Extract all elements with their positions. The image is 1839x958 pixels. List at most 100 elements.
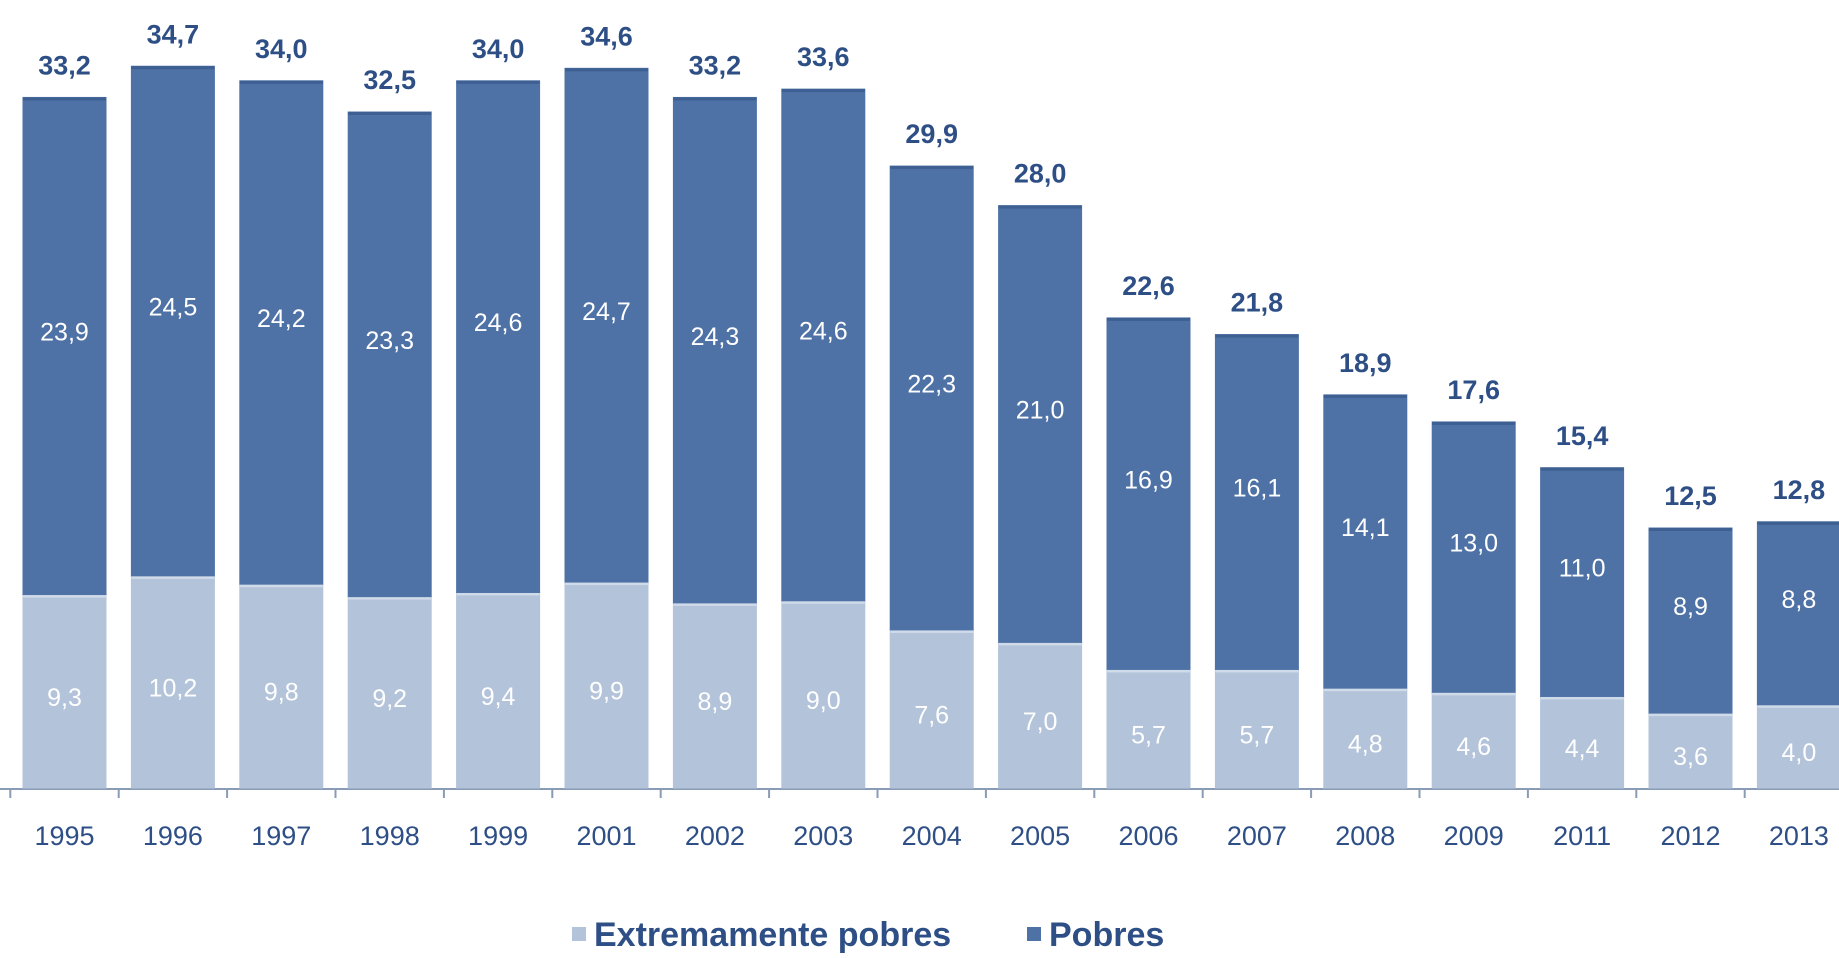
bar-segment — [564, 67, 649, 583]
value-label: 14,1 — [1341, 514, 1390, 542]
value-label: 9,9 — [589, 678, 624, 706]
bar-top — [1107, 669, 1190, 673]
bar-segment — [1106, 668, 1191, 789]
value-label: 11,0 — [1559, 555, 1606, 583]
bar-top — [239, 584, 323, 588]
bar-top — [239, 80, 323, 84]
total-label: 15,4 — [1556, 421, 1609, 451]
value-label: 24,3 — [691, 323, 740, 351]
x-tick-label: 2009 — [1444, 821, 1504, 851]
bar-top — [1540, 467, 1624, 471]
legend-label: Extremamente pobres — [594, 916, 951, 954]
legend-label: Pobres — [1049, 916, 1164, 954]
bar-top — [1757, 521, 1839, 525]
value-label: 9,0 — [806, 687, 841, 715]
value-label: 4,4 — [1565, 735, 1600, 763]
bar-top — [1757, 704, 1839, 708]
value-label: 9,8 — [264, 679, 299, 707]
value-label: 8,9 — [1673, 593, 1708, 621]
bar-top — [456, 592, 540, 596]
x-tick-label: 2002 — [685, 821, 745, 851]
value-label: 16,1 — [1233, 475, 1282, 503]
x-tick-label: 1997 — [251, 821, 311, 851]
bar-segment — [347, 111, 432, 598]
total-label: 33,2 — [689, 51, 742, 81]
x-tick-label: 2013 — [1769, 821, 1829, 851]
bar-top — [1540, 696, 1624, 700]
value-label: 9,2 — [372, 685, 407, 713]
value-label: 8,8 — [1782, 586, 1817, 614]
bar-top — [131, 575, 215, 579]
bar-top — [456, 80, 540, 84]
x-tick-label: 2003 — [793, 821, 853, 851]
bar-top — [781, 600, 865, 604]
value-label: 3,6 — [1673, 743, 1708, 771]
bar-top — [1432, 692, 1516, 696]
bar-top — [890, 629, 974, 633]
x-tick-label: 2001 — [576, 821, 636, 851]
bar-segment — [672, 96, 757, 604]
value-label: 7,6 — [914, 702, 949, 730]
bar-segment — [564, 581, 649, 789]
value-label: 13,0 — [1449, 530, 1498, 558]
value-label: 24,6 — [799, 318, 848, 346]
total-label: 29,9 — [905, 119, 958, 149]
x-tick-label: 2007 — [1227, 821, 1287, 851]
bar-segment — [1106, 317, 1191, 670]
total-label: 12,5 — [1664, 481, 1717, 511]
value-label: 4,8 — [1348, 731, 1383, 759]
bar-top — [1649, 713, 1732, 717]
value-label: 4,0 — [1782, 739, 1817, 767]
bar-segment — [998, 205, 1083, 643]
total-label: 34,6 — [580, 21, 633, 51]
value-label: 24,7 — [582, 298, 631, 326]
value-label: 7,0 — [1023, 708, 1058, 736]
bar-segment — [22, 96, 107, 596]
bar-segment — [1323, 687, 1408, 789]
bar-top — [673, 602, 757, 606]
total-label: 17,6 — [1447, 375, 1500, 405]
value-label: 9,3 — [47, 684, 82, 712]
bar-top — [1323, 394, 1407, 398]
bar-segment — [239, 583, 324, 789]
total-label: 22,6 — [1122, 271, 1175, 301]
bar-segment — [347, 596, 432, 789]
bar-top — [23, 594, 106, 598]
total-label: 34,0 — [255, 34, 308, 64]
bar-top — [1323, 688, 1407, 692]
total-label: 34,7 — [147, 19, 200, 49]
value-label: 23,3 — [365, 327, 414, 355]
bar-segment — [1431, 691, 1516, 789]
total-label: 33,2 — [38, 51, 91, 81]
bar-segment — [781, 600, 866, 789]
value-label: 16,9 — [1124, 466, 1173, 494]
x-tick-label: 2012 — [1660, 821, 1720, 851]
bar-top — [131, 66, 215, 70]
bar-segment — [456, 591, 541, 789]
x-tick-label: 2004 — [902, 821, 962, 851]
value-label: 5,7 — [1240, 721, 1275, 749]
bar-segment — [1648, 712, 1733, 789]
bar-segment — [1756, 704, 1839, 789]
bar-segment — [1648, 527, 1733, 714]
bar-segment — [130, 575, 215, 789]
value-label: 5,7 — [1131, 721, 1166, 749]
value-label: 23,9 — [40, 319, 89, 347]
bar-top — [998, 642, 1082, 646]
value-label: 21,0 — [1016, 397, 1065, 425]
x-tick-label: 2008 — [1335, 821, 1395, 851]
value-label: 22,3 — [907, 371, 956, 399]
total-label: 12,8 — [1773, 475, 1826, 505]
total-label: 34,0 — [472, 34, 525, 64]
bar-top — [1432, 421, 1516, 425]
bar-segment — [130, 65, 215, 577]
bar-segment — [998, 641, 1083, 789]
total-label: 21,8 — [1231, 288, 1284, 318]
bar-segment — [1756, 521, 1839, 706]
bar-segment — [1540, 467, 1625, 697]
bar-segment — [889, 629, 974, 789]
legend-swatch — [1027, 927, 1041, 941]
x-tick-label: 1995 — [34, 821, 94, 851]
x-tick-label: 1998 — [360, 821, 420, 851]
value-label: 4,6 — [1456, 733, 1491, 761]
